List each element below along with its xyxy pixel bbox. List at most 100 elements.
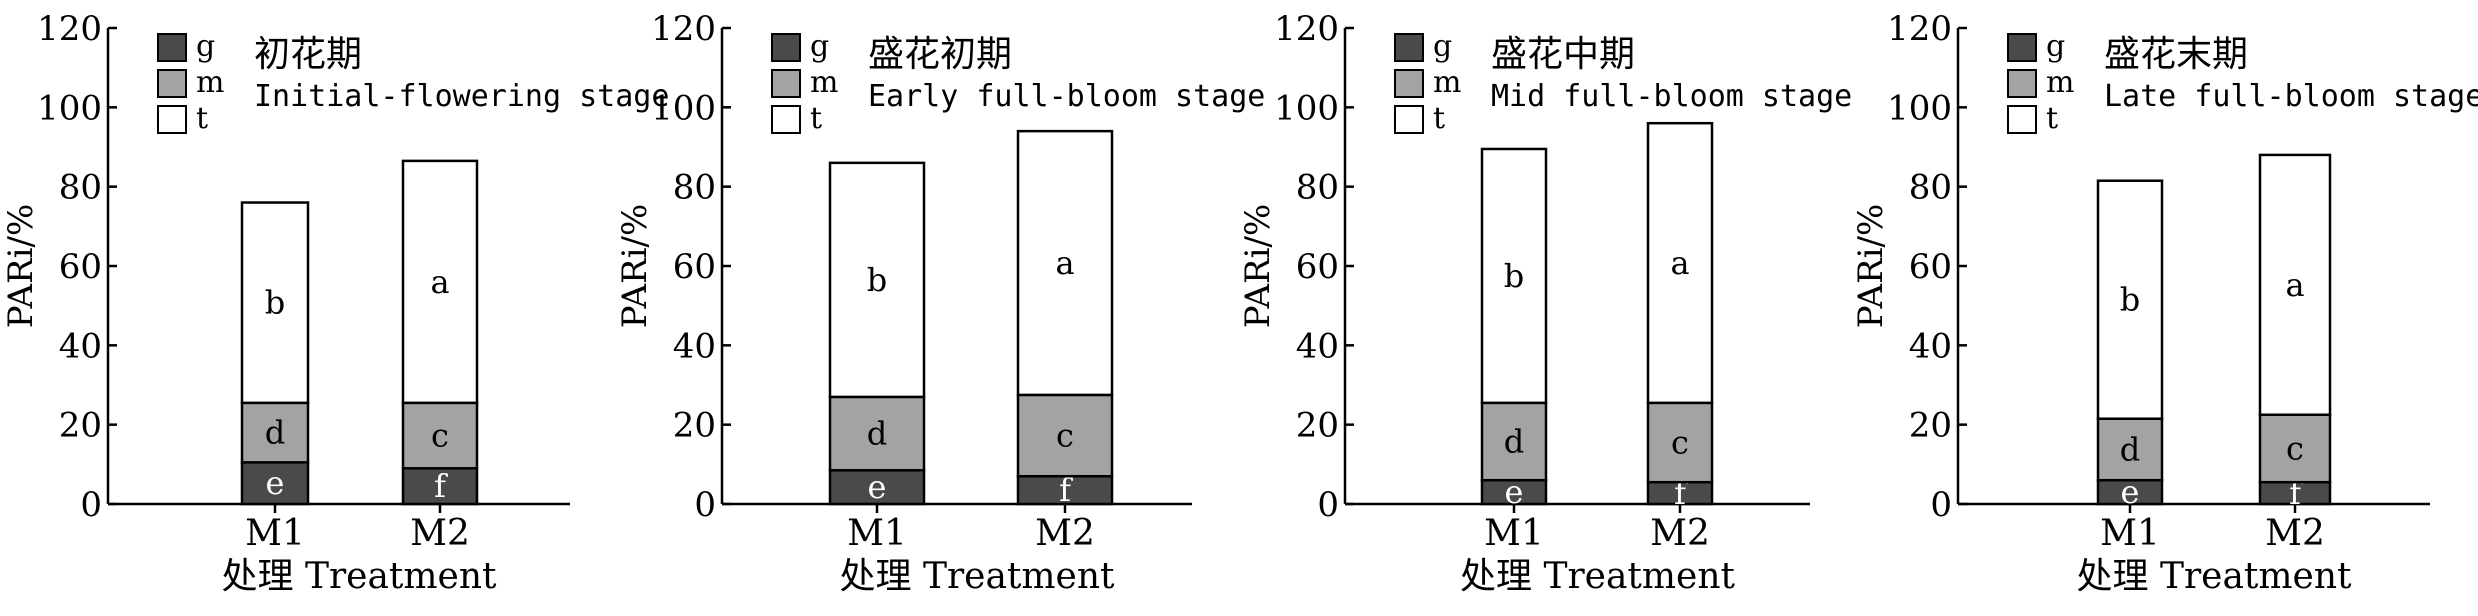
- x-tick-label: M1: [1484, 513, 1544, 554]
- bar-segment-m-M2: [1646, 401, 1714, 484]
- segment-label: b: [2120, 281, 2140, 319]
- legend-label-t: t: [196, 101, 208, 136]
- segment-label: b: [867, 261, 887, 299]
- y-tick-label: 120: [1887, 9, 1952, 49]
- segment-label: c: [1671, 424, 1689, 462]
- x-axis-label: 处理 Treatment: [2077, 556, 2353, 597]
- bar-segment-t-M1: [828, 161, 926, 399]
- bar-segment-t-M2: [2258, 153, 2332, 417]
- legend-label-m: m: [1433, 65, 1461, 100]
- y-tick-label: 120: [37, 9, 102, 49]
- y-tick-label: 80: [1909, 168, 1952, 208]
- segment-label: a: [430, 263, 449, 301]
- y-tick-label: 20: [59, 406, 102, 446]
- y-tick-label: 40: [1296, 326, 1339, 366]
- bar-segment-t-M1: [2096, 179, 2164, 420]
- segment-label: f: [2289, 474, 2303, 512]
- segment-label: f: [1674, 474, 1688, 512]
- segment-label: a: [2285, 266, 2304, 304]
- legend-label-m: m: [2046, 65, 2074, 100]
- legend-swatch-m: [1394, 69, 1424, 98]
- segment-label: d: [265, 414, 285, 452]
- x-tick-label: M1: [2100, 513, 2160, 554]
- x-axis-label: 处理 Treatment: [1460, 556, 1736, 597]
- y-tick-label: 100: [37, 88, 102, 128]
- segment-label: b: [265, 284, 285, 322]
- legend-label-t: t: [810, 101, 822, 136]
- legend-swatch-t: [771, 105, 801, 134]
- legend-swatch-g: [1394, 33, 1424, 62]
- bar-segment-t-M1: [240, 201, 310, 405]
- panel-title: 盛花末期: [2104, 34, 2248, 75]
- legend-swatch-g: [2007, 33, 2037, 62]
- y-tick-label: 60: [1296, 247, 1339, 287]
- x-axis-label: 处理 Treatment: [840, 556, 1116, 597]
- panel-title: 盛花中期: [1491, 34, 1635, 75]
- y-axis-label: PARi/%: [615, 204, 655, 329]
- x-tick-label: M1: [245, 513, 305, 554]
- segment-label: f: [1059, 471, 1073, 509]
- segment-label: e: [868, 468, 887, 506]
- y-tick-label: 0: [1930, 485, 1952, 525]
- segment-label: a: [1670, 244, 1689, 282]
- y-tick-label: 0: [1317, 485, 1339, 525]
- x-tick-label: M2: [2265, 513, 2325, 554]
- y-tick-label: 100: [651, 88, 716, 128]
- legend-swatch-t: [1394, 105, 1424, 134]
- y-axis-label: PARi/%: [1238, 204, 1278, 329]
- legend-label-t: t: [2046, 101, 2058, 136]
- chart-panel-4: 0 20 40 60 80 100 120 PARi/% 处理 Treatment ed b M1 fc…: [1851, 9, 2478, 597]
- x-tick-label: M2: [1035, 513, 1095, 554]
- y-tick-label: 60: [59, 247, 102, 287]
- legend-swatch-m: [157, 69, 187, 98]
- y-tick-label: 40: [673, 326, 716, 366]
- y-tick-label: 60: [673, 247, 716, 287]
- y-tick-label: 40: [59, 326, 102, 366]
- segment-label: d: [1504, 423, 1524, 461]
- segment-label: d: [867, 415, 887, 453]
- x-axis-label: 处理 Treatment: [222, 556, 498, 597]
- y-tick-label: 100: [1274, 88, 1339, 128]
- y-tick-label: 0: [80, 485, 102, 525]
- legend-label-t: t: [1433, 101, 1445, 136]
- chart-panel-1: 0 20 40 60 80 100 120 PARi/% 处理 Treatment ed b M1 fc…: [1, 9, 669, 597]
- segment-label: c: [1056, 417, 1074, 455]
- legend-label-g: g: [1433, 29, 1452, 64]
- legend-label-g: g: [2046, 29, 2065, 64]
- y-tick-label: 20: [1296, 406, 1339, 446]
- bar-segment-m-M1: [240, 401, 310, 464]
- y-tick-label: 0: [694, 485, 716, 525]
- legend-label-m: m: [196, 65, 224, 100]
- bar-segment-m-M1: [828, 395, 926, 472]
- y-axis-label: PARi/%: [1851, 204, 1891, 329]
- legend-swatch-g: [771, 33, 801, 62]
- panel-subtitle: Mid full-bloom stage: [1491, 79, 1852, 114]
- y-axis-label: PARi/%: [1, 204, 41, 329]
- bar-segment-t-M2: [401, 159, 479, 405]
- legend-label-m: m: [810, 65, 838, 100]
- legend-swatch-m: [2007, 69, 2037, 98]
- y-tick-label: 60: [1909, 247, 1952, 287]
- bar-segment-m-M2: [1016, 393, 1114, 478]
- bar-segment-t-M2: [1646, 121, 1714, 405]
- legend-swatch-t: [157, 105, 187, 134]
- chart-panel-2: 0 20 40 60 80 100 120 PARi/% 处理 Treatment ed b M1 fc…: [615, 9, 1265, 597]
- bar-segment-m-M2: [2258, 413, 2332, 484]
- y-tick-label: 20: [1909, 406, 1952, 446]
- y-tick-label: 120: [651, 9, 716, 49]
- x-tick-label: M1: [847, 513, 907, 554]
- panel-title: 盛花初期: [868, 34, 1012, 75]
- panel-subtitle: Early full-bloom stage: [868, 79, 1265, 114]
- bar-segment-g-M2: [401, 467, 479, 506]
- bar-segment-t-M2: [1016, 129, 1114, 397]
- segment-label: d: [2120, 430, 2140, 468]
- panel-subtitle: Initial-flowering stage: [254, 79, 669, 114]
- y-tick-label: 80: [1296, 168, 1339, 208]
- legend-label-g: g: [196, 29, 215, 64]
- segment-label: a: [1055, 244, 1074, 282]
- segment-label: b: [1504, 257, 1524, 295]
- y-tick-label: 100: [1887, 88, 1952, 128]
- legend-swatch-m: [771, 69, 801, 98]
- chart-panel-3: 0 20 40 60 80 100 120 PARi/% 处理 Treatment ed b M1 fc…: [1238, 9, 1852, 597]
- segment-label: c: [431, 417, 449, 455]
